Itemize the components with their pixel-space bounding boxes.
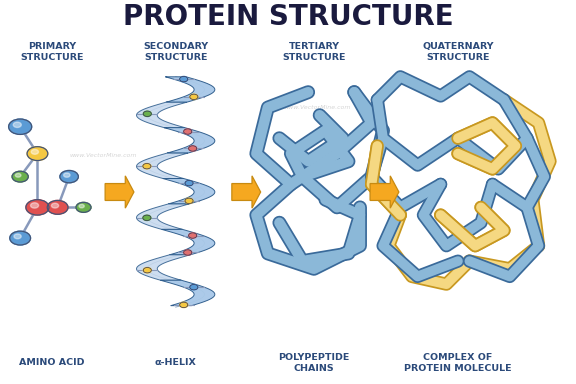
Circle shape — [190, 285, 198, 290]
Circle shape — [10, 231, 31, 245]
Circle shape — [184, 250, 192, 255]
Circle shape — [79, 204, 84, 208]
Text: α-HELIX: α-HELIX — [155, 358, 196, 367]
Circle shape — [14, 234, 21, 239]
Circle shape — [9, 119, 32, 134]
Polygon shape — [137, 204, 189, 229]
Circle shape — [47, 200, 68, 214]
Circle shape — [60, 170, 78, 183]
Polygon shape — [165, 77, 215, 102]
Text: TERTIARY
STRUCTURE: TERTIARY STRUCTURE — [282, 42, 346, 61]
Circle shape — [27, 147, 48, 161]
Circle shape — [31, 149, 39, 154]
Circle shape — [188, 233, 196, 238]
Circle shape — [190, 94, 198, 99]
Polygon shape — [137, 255, 190, 280]
Circle shape — [180, 302, 188, 308]
Text: PROTEIN STRUCTURE: PROTEIN STRUCTURE — [123, 3, 453, 31]
Circle shape — [185, 198, 193, 204]
Text: PRIMARY
STRUCTURE: PRIMARY STRUCTURE — [20, 42, 84, 61]
Text: QUATERNARY
STRUCTURE: QUATERNARY STRUCTURE — [422, 42, 494, 61]
Polygon shape — [137, 102, 187, 127]
Polygon shape — [105, 176, 134, 208]
Circle shape — [143, 111, 151, 116]
Circle shape — [188, 146, 196, 151]
Circle shape — [180, 76, 188, 82]
Text: www.VectorMine.com: www.VectorMine.com — [70, 153, 138, 158]
Polygon shape — [163, 179, 215, 204]
Circle shape — [63, 173, 70, 177]
Polygon shape — [164, 127, 215, 153]
Polygon shape — [137, 153, 188, 179]
Circle shape — [51, 203, 59, 208]
Text: www.VectorMine.com: www.VectorMine.com — [283, 105, 351, 110]
Text: COMPLEX OF
PROTEIN MOLECULE: COMPLEX OF PROTEIN MOLECULE — [404, 353, 511, 372]
Circle shape — [143, 164, 151, 169]
Polygon shape — [162, 229, 215, 255]
Circle shape — [12, 171, 28, 182]
Circle shape — [76, 202, 91, 212]
Circle shape — [13, 122, 21, 127]
Text: POLYPEPTIDE
CHAINS: POLYPEPTIDE CHAINS — [278, 353, 350, 372]
Circle shape — [184, 129, 192, 134]
Polygon shape — [232, 176, 260, 208]
Circle shape — [31, 203, 39, 208]
Circle shape — [143, 215, 151, 220]
Circle shape — [143, 268, 151, 273]
Circle shape — [16, 174, 21, 177]
Polygon shape — [161, 280, 215, 306]
Circle shape — [185, 180, 193, 186]
Polygon shape — [370, 176, 399, 208]
Circle shape — [26, 200, 49, 215]
Text: AMINO ACID: AMINO ACID — [19, 358, 85, 367]
Text: SECONDARY
STRUCTURE: SECONDARY STRUCTURE — [143, 42, 209, 61]
